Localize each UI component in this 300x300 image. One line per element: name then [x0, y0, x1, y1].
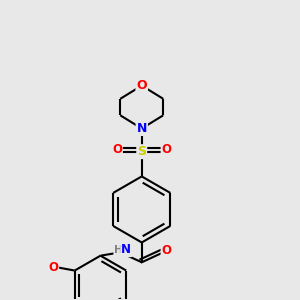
Text: O: O [136, 79, 147, 92]
Text: S: S [137, 145, 146, 158]
Text: H: H [114, 245, 123, 255]
Text: O: O [112, 143, 122, 156]
Text: O: O [48, 261, 58, 274]
Text: O: O [161, 244, 172, 257]
Text: N: N [136, 122, 147, 135]
Text: N: N [121, 243, 131, 256]
Text: O: O [161, 143, 172, 156]
